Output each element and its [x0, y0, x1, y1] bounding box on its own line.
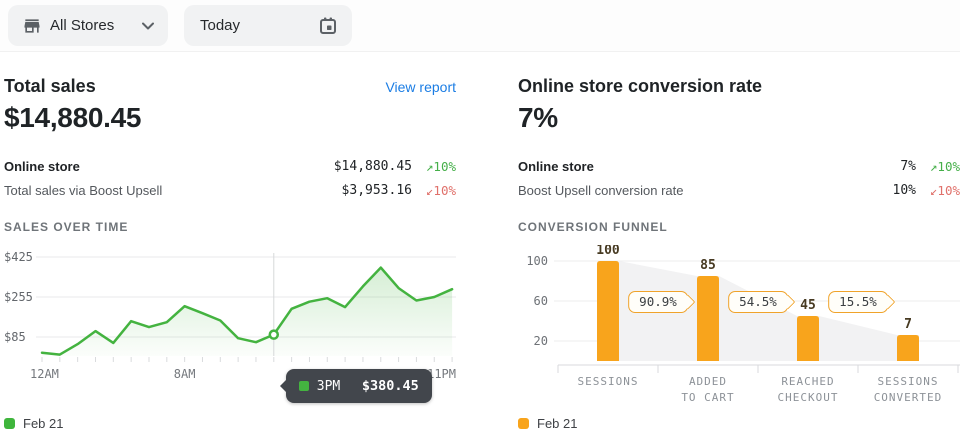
trend-up-indicator: ↗10% [916, 159, 960, 174]
tooltip-time: 3PM [316, 378, 341, 394]
conversion-rate-badge: 54.5% [728, 291, 788, 313]
date-selector[interactable]: Today [184, 5, 352, 46]
legend-swatch [4, 418, 15, 429]
sales-area-fill [42, 267, 453, 356]
funnel-bar[interactable] [897, 335, 919, 361]
total-sales-card: Total sales View report $14,880.45 Onlin… [4, 52, 456, 431]
trend-percent: 10% [433, 158, 456, 174]
metric-label: Total sales via Boost Upsell [4, 182, 163, 198]
store-selector-label: All Stores [50, 17, 115, 34]
metric-label: Boost Upsell conversion rate [518, 182, 684, 198]
x-axis-label: 11PM [427, 367, 456, 381]
hover-point-marker [268, 329, 280, 340]
metric-value: $14,880.45 [333, 158, 412, 174]
total-sales-title: Total sales [4, 76, 96, 96]
metric-row-online-store-rate: Online store 7% ↗10% [518, 154, 960, 178]
metric-value: $3,953.16 [341, 182, 412, 198]
conversion-rate-badge: 90.9% [628, 291, 688, 313]
x-axis-label: CHECKOUT [778, 391, 839, 404]
x-axis-label: TO CART [681, 391, 734, 404]
conversion-rate-value: 7% [518, 102, 558, 133]
bar-value-label: 85 [700, 258, 716, 273]
trend-percent: 10% [937, 182, 960, 198]
trend-down-indicator: ↙10% [916, 183, 960, 198]
x-axis-label: 8AM [174, 367, 196, 381]
metric-row-boost-upsell: Total sales via Boost Upsell $3,953.16 ↙… [4, 178, 456, 202]
tooltip-value: $380.45 [361, 378, 419, 394]
funnel-bar[interactable] [797, 316, 819, 361]
conversion-funnel-heading: CONVERSION FUNNEL [518, 220, 668, 234]
x-axis-label: ADDED [689, 375, 727, 388]
y-axis-label: $255 [4, 290, 33, 304]
legend-label: Feb 21 [537, 416, 578, 431]
date-selector-label: Today [200, 17, 241, 34]
x-axis-label: SESSIONS [878, 375, 939, 388]
trend-percent: 10% [937, 158, 960, 174]
total-sales-value: $14,880.45 [4, 102, 142, 133]
bar-value-label: 100 [596, 245, 620, 258]
legend-label: Feb 21 [23, 416, 64, 431]
x-axis-label: REACHED [781, 375, 834, 388]
conversion-metric-rows: Online store 7% ↗10% Boost Upsell conver… [518, 154, 960, 202]
x-axis-label: CONVERTED [874, 391, 943, 404]
funnel-bar-svg: 20 60 100 100 85 45 7 SESSIONS ADDED TO CART REACH… [526, 245, 960, 404]
bar-value-label: 45 [800, 298, 816, 313]
view-report-link[interactable]: View report [385, 79, 456, 95]
conversion-rate-card: Online store conversion rate 7% Online s… [518, 52, 960, 431]
conversion-funnel-chart[interactable]: 20 60 100 100 85 45 7 SESSIONS ADDED TO CART REACH… [518, 245, 960, 410]
conversion-rate-title: Online store conversion rate [518, 76, 763, 96]
sales-legend: Feb 21 [4, 416, 63, 431]
top-filter-bar: All Stores Today [0, 0, 960, 52]
trend-up-arrow-icon: ↗ [425, 158, 434, 174]
store-selector[interactable]: All Stores [8, 5, 168, 46]
metric-label: Online store [4, 158, 80, 174]
trend-down-arrow-icon: ↙ [929, 182, 938, 198]
y-axis-label: 100 [526, 254, 548, 268]
y-axis-label: $425 [4, 250, 33, 264]
y-axis-label: $85 [4, 330, 26, 344]
metric-row-online-store: Online store $14,880.45 ↗10% [4, 154, 456, 178]
metric-value: 10% [892, 182, 916, 198]
trend-up-arrow-icon: ↗ [929, 158, 938, 174]
y-axis-label: 20 [534, 334, 548, 348]
y-axis-label: 60 [534, 294, 548, 308]
trend-down-indicator: ↙10% [412, 183, 456, 198]
chart-tooltip: 3PM $380.45 [285, 369, 432, 403]
conversion-legend: Feb 21 [518, 416, 577, 431]
bar-value-label: 7 [904, 317, 912, 332]
conversion-rate-badge: 15.5% [828, 291, 888, 313]
metric-row-boost-upsell-rate: Boost Upsell conversion rate 10% ↙10% [518, 178, 960, 202]
sales-over-time-chart[interactable]: $85$255$42512AM8AM4PM11PM 3PM $380.45 [4, 245, 456, 410]
sales-line[interactable] [40, 266, 454, 356]
trend-percent: 10% [433, 182, 456, 198]
store-icon [22, 16, 42, 36]
x-axis-label: 12AM [30, 367, 59, 381]
x-axis-label: SESSIONS [578, 375, 639, 388]
metric-label: Online store [518, 158, 594, 174]
trend-up-indicator: ↗10% [412, 159, 456, 174]
calendar-icon [318, 16, 338, 36]
trend-down-arrow-icon: ↙ [425, 182, 434, 198]
legend-swatch [518, 418, 529, 429]
funnel-bar[interactable] [697, 276, 719, 361]
tooltip-series-swatch [298, 381, 309, 391]
chevron-down-icon [142, 22, 154, 30]
funnel-bar[interactable] [597, 261, 619, 361]
sales-metric-rows: Online store $14,880.45 ↗10% Total sales… [4, 154, 456, 202]
sales-over-time-heading: SALES OVER TIME [4, 220, 129, 234]
metric-value: 7% [900, 158, 916, 174]
